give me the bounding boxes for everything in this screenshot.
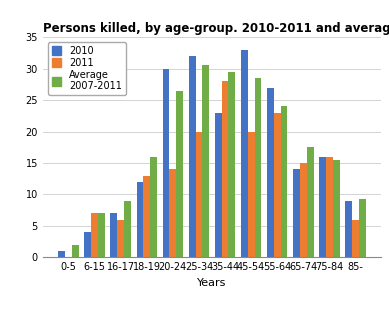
- Bar: [176, 91, 183, 257]
- Bar: [326, 157, 333, 257]
- Bar: [267, 87, 274, 257]
- Bar: [202, 65, 209, 257]
- Bar: [333, 160, 340, 257]
- Bar: [254, 78, 261, 257]
- Bar: [300, 163, 307, 257]
- Bar: [72, 245, 79, 257]
- Bar: [359, 199, 366, 257]
- Bar: [58, 251, 65, 257]
- Bar: [274, 113, 281, 257]
- Bar: [91, 213, 98, 257]
- Bar: [137, 182, 143, 257]
- Bar: [163, 69, 170, 257]
- Bar: [248, 131, 254, 257]
- Bar: [124, 201, 131, 257]
- Bar: [307, 147, 314, 257]
- Bar: [222, 81, 228, 257]
- Bar: [110, 213, 117, 257]
- Bar: [143, 175, 150, 257]
- Bar: [293, 169, 300, 257]
- Bar: [196, 131, 202, 257]
- Bar: [215, 113, 222, 257]
- Bar: [352, 219, 359, 257]
- X-axis label: Years: Years: [197, 278, 227, 288]
- Bar: [150, 157, 157, 257]
- Bar: [241, 50, 248, 257]
- Bar: [117, 219, 124, 257]
- Bar: [170, 169, 176, 257]
- Bar: [98, 213, 105, 257]
- Text: Persons killed, by age-group. 2010-2011 and average 2007-2011: Persons killed, by age-group. 2010-2011 …: [43, 22, 389, 35]
- Legend: 2010, 2011, Average
2007-2011: 2010, 2011, Average 2007-2011: [47, 42, 126, 95]
- Bar: [319, 157, 326, 257]
- Bar: [345, 201, 352, 257]
- Bar: [281, 106, 287, 257]
- Bar: [228, 72, 235, 257]
- Bar: [84, 232, 91, 257]
- Bar: [189, 56, 196, 257]
